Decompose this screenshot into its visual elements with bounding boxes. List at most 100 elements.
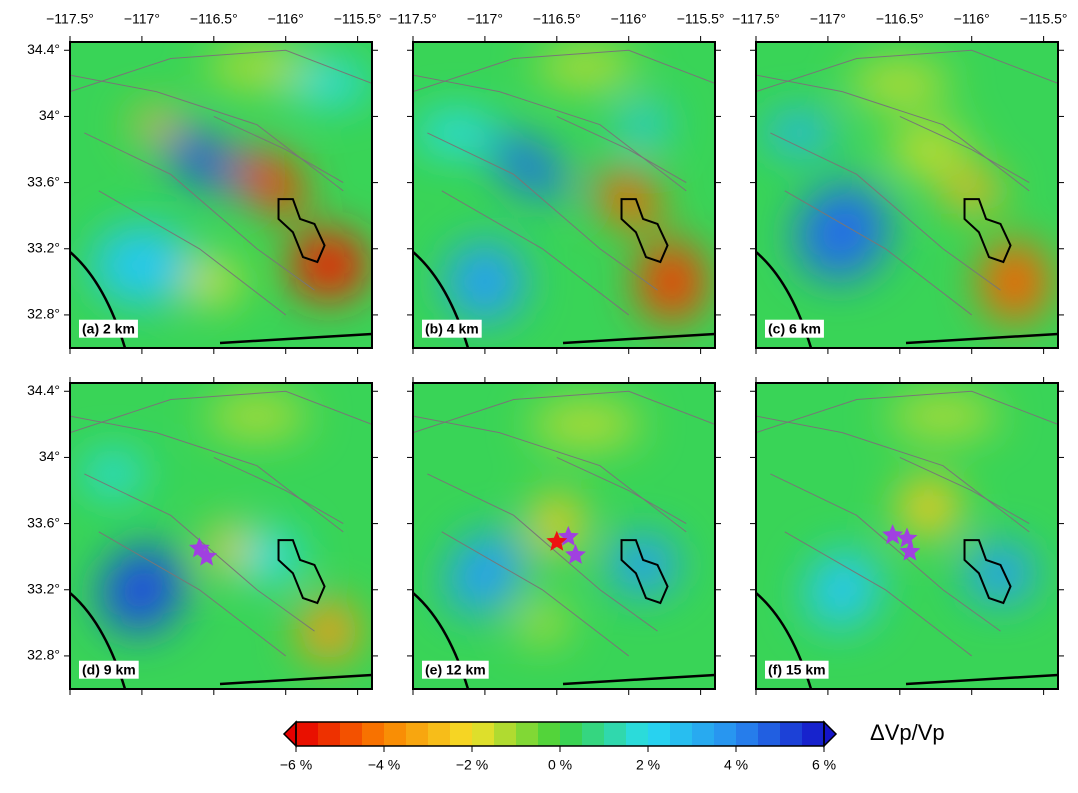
label-box bbox=[422, 660, 489, 679]
x-tick-label: −117.5° bbox=[46, 11, 94, 27]
x-tick-label: −117° bbox=[467, 11, 503, 27]
map-panel: (c) 6 km −117.5° −117° −116.5° −116° −115.5° bbox=[732, 11, 1068, 354]
anomaly bbox=[618, 104, 669, 145]
anomaly bbox=[979, 241, 1050, 322]
border bbox=[219, 332, 372, 345]
fault bbox=[556, 115, 687, 184]
colorbar-step bbox=[362, 722, 385, 746]
colorbar-step bbox=[582, 722, 605, 746]
colorbar-low bbox=[282, 720, 297, 748]
label-box bbox=[79, 319, 138, 338]
colorbar-step bbox=[604, 722, 627, 746]
x-tick-label: −117° bbox=[124, 11, 160, 27]
fault bbox=[427, 473, 658, 632]
map-panel: (a) 2 km −117.5° −117° −116.5° −116° −115.5° 3… bbox=[27, 11, 382, 354]
y-tick-label: 33.6° bbox=[27, 514, 60, 530]
y-tick-label: 34° bbox=[39, 107, 60, 123]
panel-label: (c) 6 km bbox=[768, 321, 821, 337]
anomaly bbox=[241, 531, 302, 582]
map-area bbox=[413, 42, 715, 348]
border bbox=[905, 673, 1058, 686]
y-tick-label: 33.6° bbox=[27, 173, 60, 189]
fault bbox=[770, 132, 1001, 291]
event-star bbox=[565, 544, 586, 564]
colorbar-step bbox=[494, 722, 517, 746]
anomaly bbox=[131, 109, 182, 140]
panel-label: (b) 4 km bbox=[425, 321, 479, 337]
colorbar-step bbox=[340, 722, 363, 746]
map-area bbox=[70, 42, 372, 348]
fault bbox=[899, 115, 1030, 184]
x-tick-label: −116° bbox=[954, 11, 990, 27]
event-star bbox=[896, 527, 918, 548]
y-tick-label: 32.8° bbox=[27, 647, 60, 663]
colorbar-high bbox=[823, 720, 838, 748]
anomaly bbox=[206, 398, 307, 435]
anomaly bbox=[288, 230, 369, 301]
y-tick-label: 34° bbox=[39, 448, 60, 464]
colorbar-step bbox=[406, 722, 429, 746]
fault bbox=[98, 531, 287, 657]
event-star bbox=[546, 530, 568, 551]
anomalies bbox=[446, 404, 679, 641]
anomaly bbox=[160, 126, 239, 190]
colorbar-step bbox=[758, 722, 781, 746]
colorbar-tick-label: 2 % bbox=[636, 757, 660, 773]
colorbar-step bbox=[648, 722, 671, 746]
colorbar-tick-label: 4 % bbox=[724, 757, 748, 773]
colorbar-step bbox=[670, 722, 693, 746]
panel-label: (f) 15 km bbox=[768, 662, 826, 678]
x-tick-label: −116.5° bbox=[876, 11, 924, 27]
y-tick-label: 32.8° bbox=[27, 306, 60, 322]
anomaly bbox=[636, 241, 707, 322]
anomaly bbox=[446, 531, 524, 616]
x-tick-label: −117.5° bbox=[732, 11, 780, 27]
fault bbox=[70, 390, 372, 434]
colorbar-step bbox=[714, 722, 737, 746]
anomaly bbox=[288, 63, 369, 104]
study-region bbox=[963, 198, 1012, 264]
label-box bbox=[79, 660, 139, 679]
study-region bbox=[620, 539, 669, 605]
map-area bbox=[756, 42, 1058, 348]
fault bbox=[70, 49, 372, 93]
colorbar-step bbox=[626, 722, 649, 746]
fault bbox=[899, 456, 1030, 525]
colorbar-tick-label: −6 % bbox=[280, 757, 312, 773]
fault bbox=[84, 473, 315, 632]
frame bbox=[412, 41, 716, 349]
study-region bbox=[963, 539, 1012, 605]
study-region bbox=[277, 198, 326, 264]
colorbar-step bbox=[384, 722, 407, 746]
fault bbox=[441, 531, 630, 657]
colorbar-step bbox=[318, 722, 341, 746]
anomaly bbox=[83, 453, 144, 494]
x-tick-label: −115.5° bbox=[334, 11, 382, 27]
colorbar-tick-label: 0 % bbox=[548, 757, 572, 773]
anomaly bbox=[188, 261, 239, 302]
frame bbox=[755, 41, 1059, 349]
map-panel: (b) 4 km −117.5° −117° −116.5° −116° −115.5° bbox=[389, 11, 725, 354]
anomaly bbox=[888, 124, 969, 175]
anomalies bbox=[416, 48, 707, 322]
x-tick-label: −116° bbox=[611, 11, 647, 27]
fault bbox=[784, 190, 973, 316]
anomaly bbox=[887, 398, 998, 435]
label-box bbox=[765, 660, 829, 679]
panel-label: (d) 9 km bbox=[82, 662, 136, 678]
colorbar-step bbox=[428, 722, 451, 746]
border bbox=[562, 332, 715, 345]
colorbar: −6 % −4 % −2 % 0 % 2 % 4 % 6 % ΔVp/Vp bbox=[280, 720, 945, 773]
y-tick-label: 33.2° bbox=[27, 239, 60, 255]
event-star bbox=[882, 524, 904, 545]
fault bbox=[756, 390, 1058, 434]
study-region bbox=[277, 539, 326, 605]
x-tick-label: −117.5° bbox=[389, 11, 437, 27]
fault bbox=[98, 190, 287, 316]
x-tick-label: −116° bbox=[268, 11, 304, 27]
fault bbox=[427, 132, 658, 291]
map-area bbox=[756, 383, 1058, 689]
fault bbox=[556, 456, 687, 525]
anomalies bbox=[764, 63, 1050, 322]
panel-label: (a) 2 km bbox=[82, 321, 135, 337]
